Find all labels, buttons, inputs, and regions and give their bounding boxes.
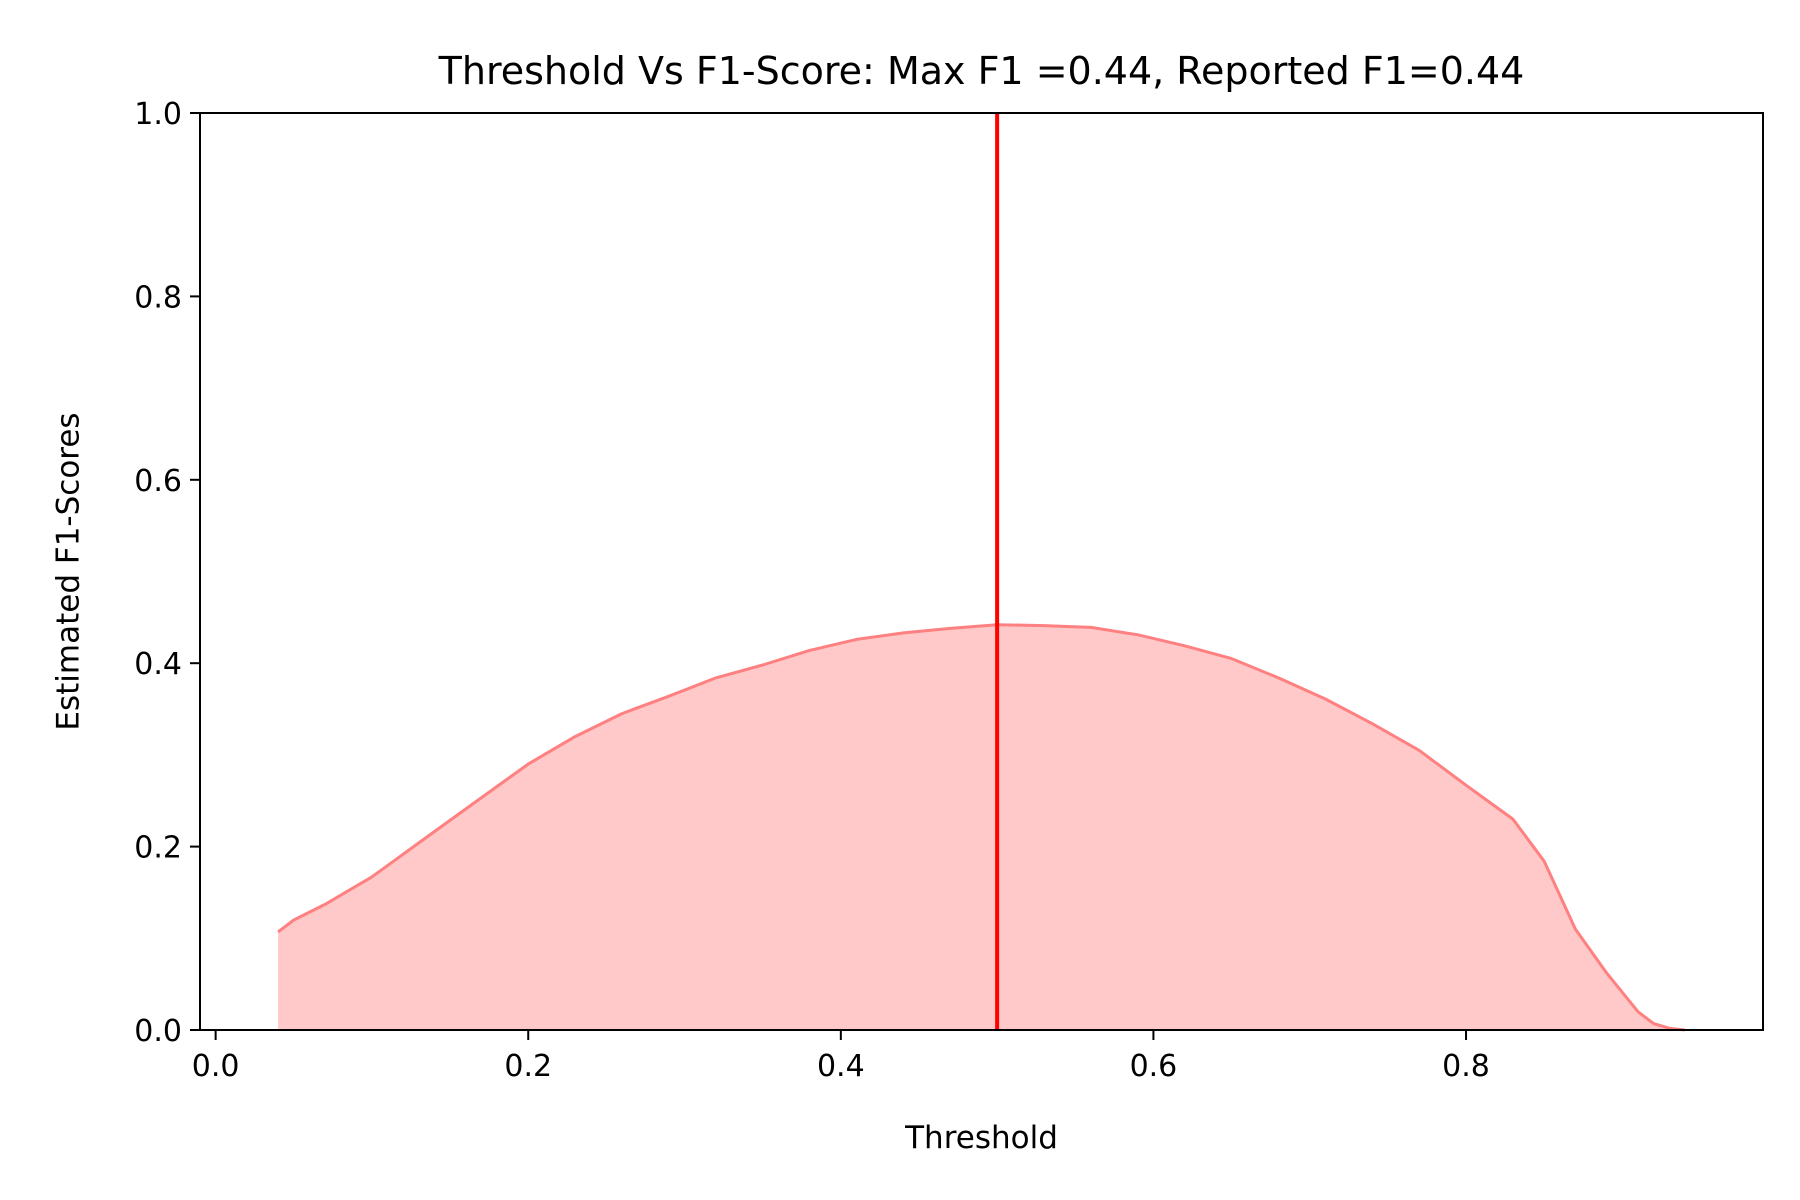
- x-tick-label: 0.8: [1442, 1049, 1490, 1084]
- y-axis-label: Estimated F1-Scores: [51, 412, 87, 730]
- x-tick-label: 0.4: [817, 1049, 865, 1084]
- plot-frame: [199, 112, 1764, 1031]
- series-area-fill: [278, 624, 1685, 1030]
- x-axis-label: Threshold: [904, 1120, 1058, 1156]
- x-tick-label: 0.0: [192, 1049, 240, 1084]
- y-tick-label: 0.4: [134, 647, 182, 682]
- y-axis: 0.0 0.2 0.4 0.6 0.8 1.0: [134, 97, 200, 1049]
- plot-area: [277, 113, 1685, 1032]
- x-tick-label: 0.6: [1130, 1049, 1178, 1084]
- y-tick-label: 1.0: [134, 97, 182, 132]
- series-line: [277, 623, 1685, 1032]
- y-tick-label: 0.0: [134, 1014, 182, 1049]
- x-tick-label: 0.2: [504, 1049, 552, 1084]
- chart-title: Threshold Vs F1-Score: Max F1 =0.44, Rep…: [438, 49, 1525, 93]
- x-axis: 0.0 0.2 0.4 0.6 0.8: [192, 1030, 1490, 1084]
- y-tick-label: 0.6: [134, 464, 182, 499]
- y-tick-label: 0.8: [134, 280, 182, 315]
- y-tick-label: 0.2: [134, 831, 182, 866]
